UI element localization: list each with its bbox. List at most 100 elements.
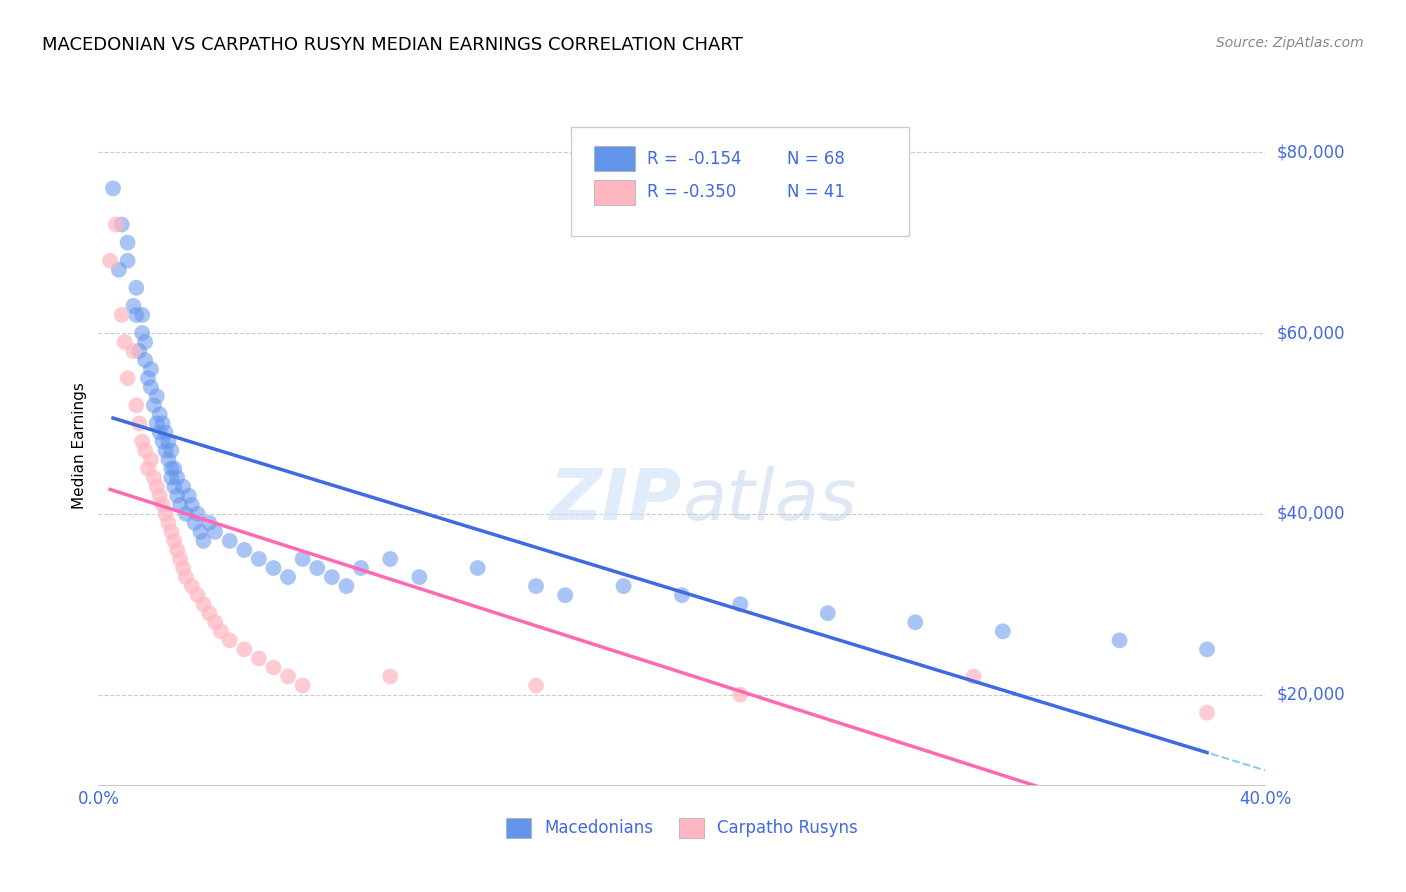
Point [98, 253, 121, 268]
Point [524, 679, 547, 693]
Point [111, 308, 134, 322]
Point [198, 606, 221, 620]
Point [169, 552, 191, 566]
Point [146, 417, 169, 431]
Point [131, 326, 153, 340]
Point [131, 434, 153, 449]
Point [524, 579, 547, 593]
Point [730, 688, 752, 702]
Point [160, 443, 183, 458]
Point [218, 533, 240, 548]
Point [817, 606, 839, 620]
Point [321, 570, 343, 584]
Point [166, 470, 188, 484]
Point [157, 516, 180, 530]
Point [277, 570, 299, 584]
Point [152, 434, 174, 449]
Point [307, 561, 329, 575]
Point [104, 218, 127, 232]
Point [136, 461, 159, 475]
Point [554, 588, 576, 602]
Point [101, 181, 124, 195]
Point [408, 570, 430, 584]
Point [142, 470, 165, 484]
FancyBboxPatch shape [595, 145, 636, 171]
Point [350, 561, 373, 575]
FancyBboxPatch shape [571, 128, 910, 235]
Point [262, 660, 284, 674]
Point [233, 543, 256, 558]
Point [146, 389, 169, 403]
Text: $60,000: $60,000 [1277, 324, 1346, 342]
Point [157, 452, 180, 467]
Point [134, 334, 156, 349]
Point [131, 308, 153, 322]
Point [128, 417, 150, 431]
Point [247, 552, 270, 566]
Point [169, 498, 191, 512]
Point [467, 561, 489, 575]
Point [136, 371, 159, 385]
Point [612, 579, 634, 593]
Point [114, 334, 136, 349]
Point [117, 371, 139, 385]
Point [142, 398, 165, 412]
Text: MACEDONIAN VS CARPATHO RUSYN MEDIAN EARNINGS CORRELATION CHART: MACEDONIAN VS CARPATHO RUSYN MEDIAN EARN… [42, 36, 742, 54]
Point [180, 498, 202, 512]
Legend: Macedonians, Carpatho Rusyns: Macedonians, Carpatho Rusyns [494, 805, 870, 851]
Text: $80,000: $80,000 [1277, 144, 1346, 161]
Point [155, 507, 177, 521]
Point [1195, 706, 1218, 720]
Point [218, 633, 240, 648]
Point [139, 452, 162, 467]
Point [183, 516, 205, 530]
Point [180, 579, 202, 593]
Point [155, 425, 177, 440]
Point [730, 597, 752, 611]
Point [172, 561, 194, 575]
Point [134, 443, 156, 458]
Point [174, 507, 197, 521]
Point [149, 425, 172, 440]
Point [209, 624, 232, 639]
Point [117, 235, 139, 250]
Point [204, 615, 226, 630]
Text: ZIP: ZIP [550, 466, 682, 534]
Point [163, 461, 186, 475]
Point [139, 362, 162, 376]
Text: N = 41: N = 41 [787, 184, 845, 202]
Text: Source: ZipAtlas.com: Source: ZipAtlas.com [1216, 36, 1364, 50]
Point [166, 489, 188, 503]
Point [122, 344, 145, 359]
Text: N = 68: N = 68 [787, 150, 845, 168]
Point [125, 281, 148, 295]
Point [122, 299, 145, 313]
Point [152, 417, 174, 431]
Point [262, 561, 284, 575]
Point [166, 543, 188, 558]
Point [380, 552, 402, 566]
Point [146, 480, 169, 494]
Point [1108, 633, 1130, 648]
Point [198, 516, 221, 530]
Point [187, 507, 209, 521]
Point [174, 570, 197, 584]
Point [149, 489, 172, 503]
Point [160, 461, 183, 475]
Text: $20,000: $20,000 [1277, 686, 1346, 704]
Point [128, 344, 150, 359]
Y-axis label: Median Earnings: Median Earnings [72, 383, 87, 509]
Text: R = -0.350: R = -0.350 [647, 184, 737, 202]
Point [134, 353, 156, 368]
Point [111, 218, 134, 232]
Point [108, 262, 131, 277]
Point [187, 588, 209, 602]
Point [291, 679, 314, 693]
Point [117, 253, 139, 268]
Text: atlas: atlas [682, 466, 856, 534]
Point [380, 669, 402, 683]
Point [125, 308, 148, 322]
Point [157, 434, 180, 449]
Point [991, 624, 1014, 639]
Point [335, 579, 357, 593]
